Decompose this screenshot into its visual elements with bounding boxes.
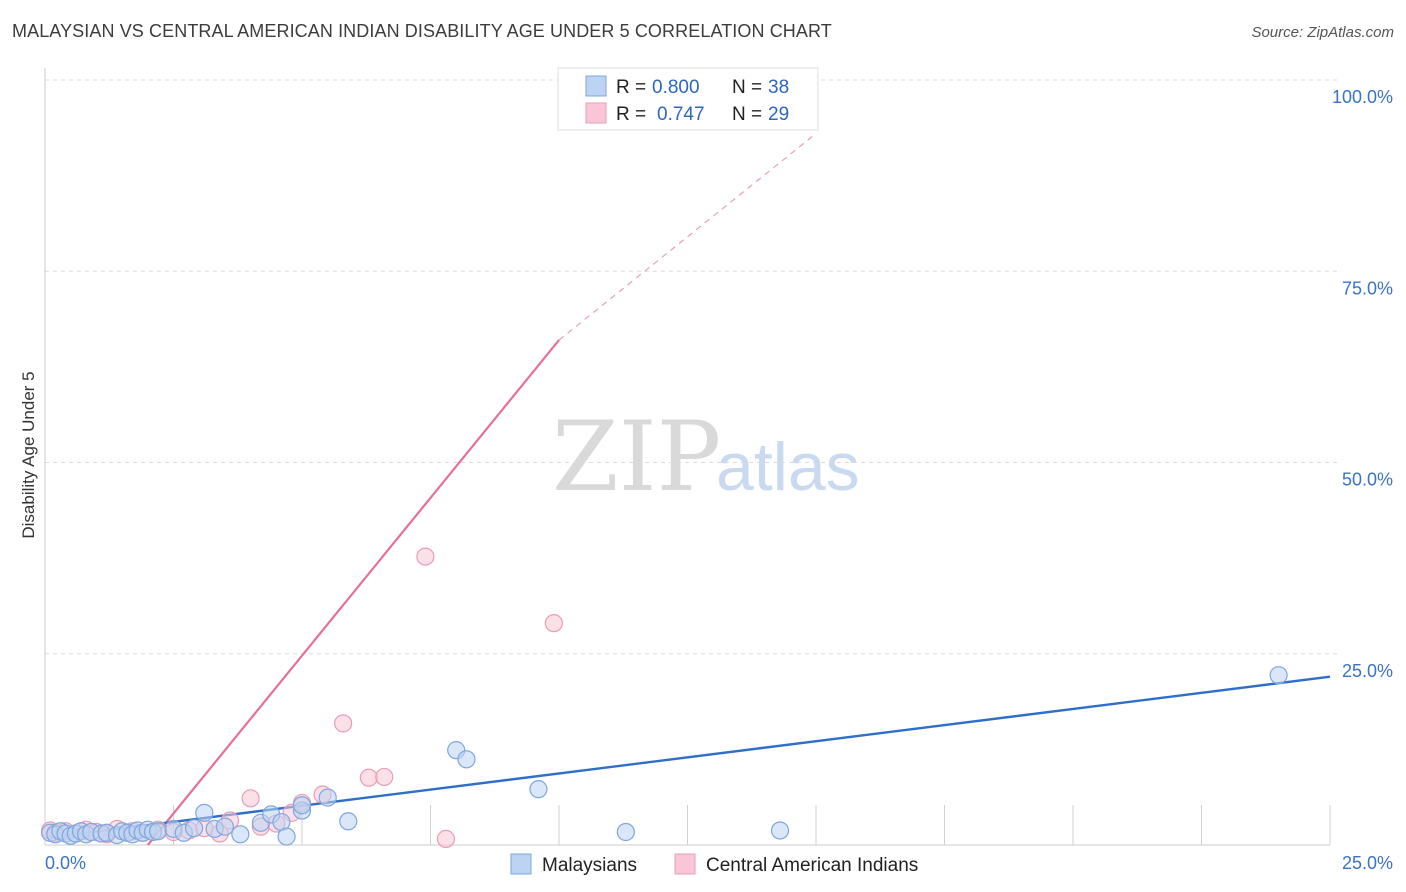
scatter-point-malaysians [184,819,204,838]
scatter-point-malaysians [616,822,635,842]
legend-swatch-central-american-indians [585,102,607,124]
axes [44,68,1331,846]
scatter-point-malaysians [457,750,476,769]
y-tick-label: 25.0% [1342,661,1393,681]
watermark-zip: ZIP [552,401,721,513]
scatter-point-malaysians [292,796,312,815]
legend-n-label: N = [732,77,762,98]
scatter-point-central-american-indians [436,829,456,848]
scatter-point-malaysians [148,822,168,841]
x-tick-label: 25.0% [1342,853,1393,873]
scatter-point-malaysians [1269,666,1288,685]
scatter-point-malaysians [770,821,790,840]
y-axis-label: Disability Age Under 5 [19,371,38,538]
scatter-point-central-american-indians [416,547,435,566]
legend-swatch-malaysians [585,75,607,97]
series-legend: Malaysians Central American Indians [510,853,918,876]
y-tick-label: 50.0% [1342,470,1393,490]
legend-n-label-2: N = [732,104,762,125]
legend-n-value-central-american-indians: 29 [768,104,789,125]
legend-n-value-malaysians: 38 [768,77,789,98]
trend-line-central-american-indians [146,339,560,846]
series-legend-swatch-central-american-indians [674,853,696,875]
scatter-point-central-american-indians [375,767,394,787]
watermark: ZIP atlas [552,401,860,513]
x-tick-label: 0.0% [45,853,86,873]
tick-labels: 25.0% 50.0% 75.0% 100.0% 0.0% 25.0% [45,87,1393,873]
scatter-point-malaysians [195,803,214,822]
stats-legend: R = 0.800 N = 38 R = 0.747 N = 29 [557,67,819,131]
legend-r-label: R = [616,77,646,98]
series-legend-label-malaysians: Malaysians [542,855,637,876]
scatter-point-malaysians [339,812,358,831]
scatter-point-malaysians [277,827,296,846]
data-points [41,70,1288,848]
source-credit: Source: ZipAtlas.com [1251,24,1394,41]
trend-line-central-american-indians-extrapolated [558,133,817,341]
gridlines [45,79,1340,655]
scatter-point-malaysians [318,788,337,807]
scatter-point-malaysians [529,780,548,799]
scatter-point-malaysians [215,817,234,836]
legend-r-value-central-american-indians: 0.747 [657,104,705,125]
y-tick-label: 100.0% [1332,87,1393,107]
trend-line-malaysians [49,675,1331,839]
scatter-point-malaysians [231,825,250,844]
series-legend-swatch-malaysians [510,853,532,875]
legend-r-label-2: R = [616,104,646,125]
series-legend-label-central-american-indians: Central American Indians [706,855,918,876]
watermark-atlas: atlas [716,429,860,505]
chart-title: MALAYSIAN VS CENTRAL AMERICAN INDIAN DIS… [12,21,832,41]
scatter-point-central-american-indians [359,768,378,787]
scatter-point-central-american-indians [544,614,563,633]
y-tick-label: 75.0% [1342,278,1393,298]
scatter-point-central-american-indians [334,714,353,733]
legend-r-value-malaysians: 0.800 [652,77,700,98]
scatter-point-central-american-indians [241,789,260,808]
